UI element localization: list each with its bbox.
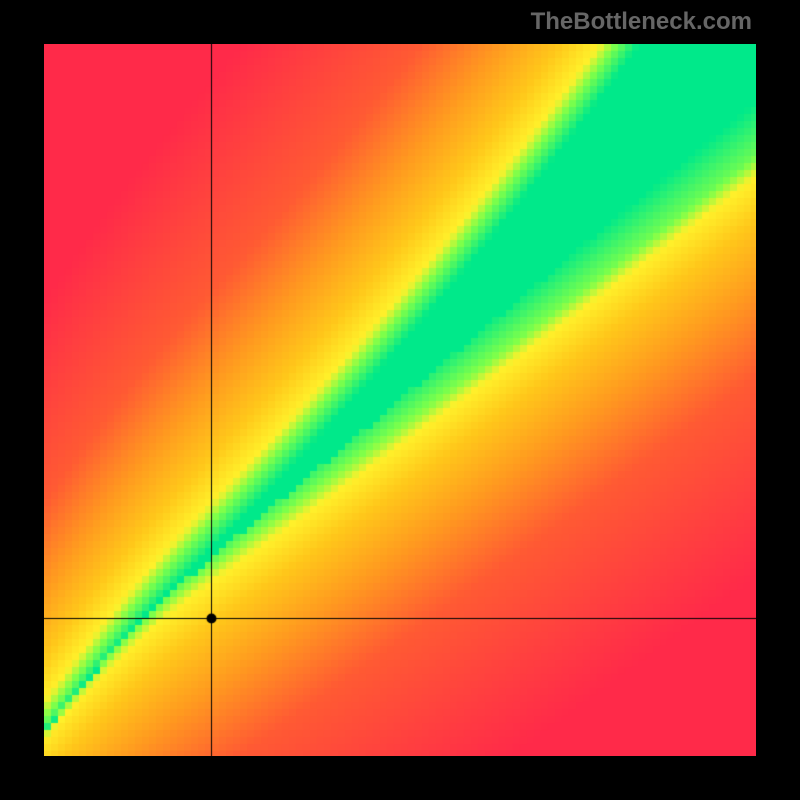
chart-container: TheBottleneck.com [0,0,800,800]
bottleneck-heatmap [44,44,756,756]
watermark-text: TheBottleneck.com [531,8,752,36]
